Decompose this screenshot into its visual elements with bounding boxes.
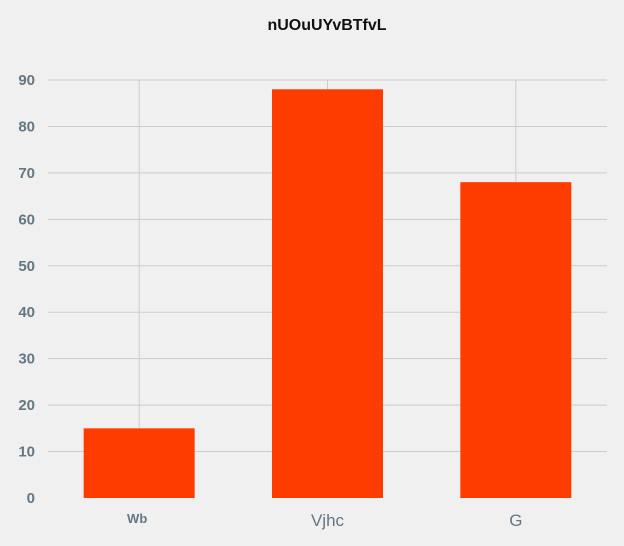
y-tick-label: 20 — [18, 397, 35, 414]
y-axis-ticks: 0 10 20 30 40 50 60 70 80 90 — [18, 72, 35, 507]
x-axis-ticks: Wb Vjhc G — [127, 511, 522, 530]
x-tick-label: Vjhc — [311, 511, 345, 530]
x-tick-label: Wb — [127, 511, 147, 526]
y-tick-label: 0 — [27, 490, 35, 507]
y-tick-label: 40 — [18, 304, 35, 321]
y-tick-label: 30 — [18, 351, 35, 368]
y-tick-label: 50 — [18, 258, 35, 275]
y-tick-label: 70 — [18, 165, 35, 182]
y-tick-label: 60 — [18, 211, 35, 228]
bar-vjhc — [272, 89, 383, 499]
chart-title: nUOuUYvBTfvL — [267, 17, 387, 34]
bars — [83, 89, 572, 499]
bar-wb — [83, 428, 195, 498]
y-tick-label: 10 — [18, 444, 35, 461]
y-tick-label: 90 — [18, 72, 35, 89]
x-tick-label: G — [509, 511, 522, 530]
y-tick-label: 80 — [18, 118, 35, 135]
bar-g — [460, 182, 572, 498]
